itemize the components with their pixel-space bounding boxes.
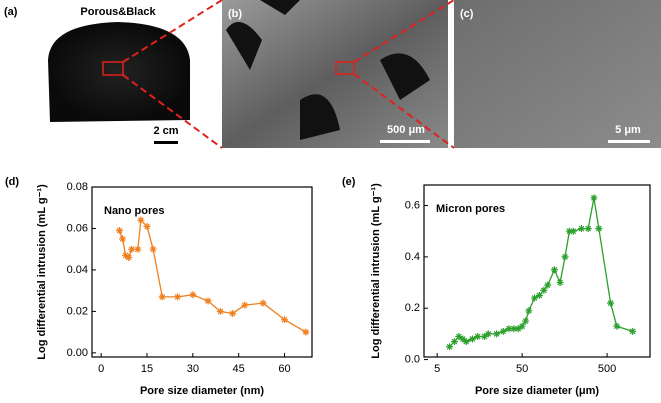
pore xyxy=(226,0,430,140)
panel-label: (b) xyxy=(228,8,242,20)
data-point xyxy=(125,253,133,261)
y-axis-title: Log differential intrusion (mL g⁻¹) xyxy=(36,184,48,360)
scale-bar xyxy=(608,140,650,143)
data-line xyxy=(118,218,307,333)
plot-frame xyxy=(423,184,651,358)
data-point xyxy=(531,294,539,302)
data-point xyxy=(540,286,548,294)
data-point xyxy=(446,343,454,351)
scale-text: 5 μm xyxy=(615,124,641,136)
data-point xyxy=(158,293,166,301)
y-axis-title: Log differential intrusion (mL g⁻¹) xyxy=(370,183,382,359)
data-point xyxy=(629,327,637,335)
x-axis-title: Pore size diameter (μm) xyxy=(475,385,599,397)
x-tick-label: 0 xyxy=(98,363,104,375)
data-point xyxy=(525,307,533,315)
x-tick-label: 30 xyxy=(187,363,199,375)
data-point xyxy=(480,332,488,340)
scale-text: 500 μm xyxy=(387,124,425,136)
data-point xyxy=(518,322,526,330)
data-point xyxy=(116,227,123,235)
data-point xyxy=(544,281,552,289)
data-point xyxy=(565,227,573,235)
data-point xyxy=(462,338,470,346)
y-tick-label: 0.08 xyxy=(67,181,88,193)
sem-image xyxy=(454,0,661,148)
data-point xyxy=(590,194,598,202)
data-point xyxy=(493,330,501,338)
data-point xyxy=(514,325,522,333)
data-point xyxy=(484,330,492,338)
x-tick-label: 50 xyxy=(516,363,528,375)
scale-text: 2 cm xyxy=(153,125,178,137)
data-point xyxy=(510,325,518,333)
data-point xyxy=(595,225,603,233)
y-tick-label: 0.04 xyxy=(67,264,88,276)
data-point xyxy=(119,235,127,243)
data-point xyxy=(584,225,592,233)
sample-photo xyxy=(48,22,190,122)
x-tick-label: 5 xyxy=(434,363,440,375)
data-point xyxy=(522,317,530,325)
data-point xyxy=(128,245,136,253)
data-point xyxy=(241,301,249,309)
x-tick-label: 15 xyxy=(141,363,153,375)
data-point xyxy=(204,297,212,305)
data-point xyxy=(556,279,564,287)
data-line xyxy=(449,197,633,348)
y-tick-label: 0.6 xyxy=(405,199,420,211)
data-point xyxy=(459,335,467,343)
data-point xyxy=(535,291,543,299)
data-point xyxy=(149,245,157,253)
y-tick-label: 0.02 xyxy=(67,305,88,317)
data-point xyxy=(259,299,267,307)
x-axis-title: Pore size diameter (nm) xyxy=(140,385,264,397)
data-point xyxy=(550,266,558,274)
y-tick-label: 0.00 xyxy=(67,347,88,359)
y-tick-label: 0.0 xyxy=(405,353,420,365)
data-point xyxy=(134,245,142,253)
data-point xyxy=(189,291,197,299)
data-point xyxy=(302,328,310,336)
data-point xyxy=(613,322,621,330)
panel-label: (c) xyxy=(460,8,474,20)
data-point xyxy=(174,293,182,301)
y-tick-label: 0.2 xyxy=(405,302,420,314)
panel-label: (d) xyxy=(5,176,19,188)
data-point xyxy=(578,225,586,233)
y-tick-label: 0.4 xyxy=(405,251,420,263)
data-point xyxy=(561,253,569,261)
data-point xyxy=(451,338,459,346)
data-point xyxy=(122,251,130,259)
data-point xyxy=(143,222,151,230)
sample-title: Porous&Black xyxy=(80,6,156,18)
x-tick-label: 500 xyxy=(598,363,616,375)
data-point xyxy=(216,307,224,315)
plot-frame xyxy=(91,186,313,358)
data-point xyxy=(137,216,145,224)
x-tick-label: 45 xyxy=(233,363,245,375)
scale-bar xyxy=(154,141,178,144)
data-point xyxy=(229,309,237,317)
data-point xyxy=(505,325,513,333)
annotation: Micron pores xyxy=(436,203,505,215)
x-tick-label: 60 xyxy=(278,363,290,375)
annotation: Nano pores xyxy=(104,205,165,217)
data-point xyxy=(569,227,577,235)
data-point xyxy=(474,332,482,340)
data-point xyxy=(499,327,507,335)
y-tick-label: 0.06 xyxy=(67,222,88,234)
panel-label: (e) xyxy=(342,176,356,188)
zoom-lines xyxy=(122,0,455,149)
data-point xyxy=(281,316,288,324)
scale-bar xyxy=(380,140,430,143)
data-point xyxy=(455,332,463,340)
data-point xyxy=(607,299,615,307)
zoom-box xyxy=(102,61,124,76)
panel-label: (a) xyxy=(4,6,18,18)
data-point xyxy=(468,335,476,343)
zoom-box xyxy=(335,61,355,75)
